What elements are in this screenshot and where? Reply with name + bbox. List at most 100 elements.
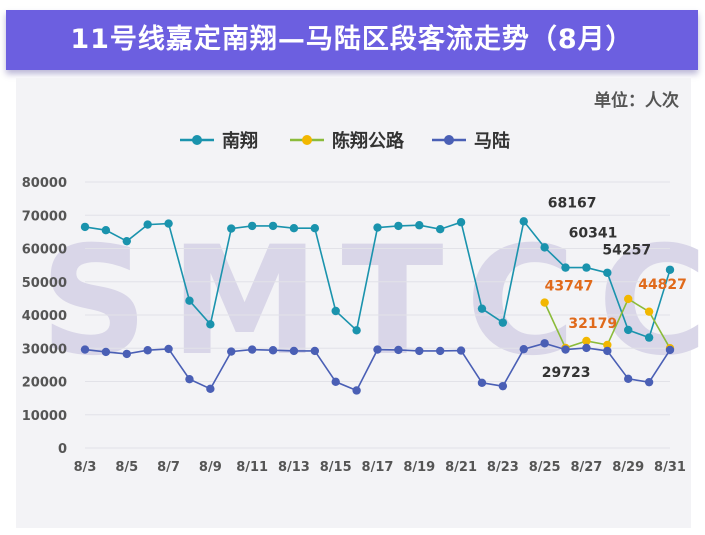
data-point [373,223,382,232]
data-point [665,265,675,274]
data-point [247,221,257,231]
data-point [498,381,508,391]
data-point [582,343,591,353]
x-tick-label: 8/29 [612,460,644,475]
data-point [122,349,131,359]
data-point [289,346,299,356]
data-point [644,333,654,342]
data-point [540,298,549,307]
title-bar: 11号线嘉定南翔—马陆区段客流走势（8月） [6,10,698,70]
data-point [227,347,236,356]
data-point [435,346,445,356]
legend-swatch-marker [192,135,202,145]
x-tick-label: 8/9 [199,460,222,475]
data-point [519,344,528,354]
data-point [143,346,152,355]
data-point [561,263,570,272]
x-tick-label: 8/19 [403,460,435,475]
x-tick-label: 8/27 [570,460,602,475]
x-tick-label: 8/15 [320,460,352,475]
legend-swatch-marker [444,135,454,145]
legend-label: 陈翔公路 [332,130,405,152]
y-tick-label: 0 [58,442,67,457]
x-tick-label: 8/11 [236,460,268,475]
data-point [456,218,466,227]
data-point [603,346,612,356]
data-point [582,263,591,272]
x-tick-label: 8/21 [445,460,477,475]
data-label: 44827 [638,277,687,293]
data-point [415,221,424,230]
data-point [352,386,361,395]
data-point [268,346,278,355]
data-point [101,226,111,235]
data-label: 60341 [569,225,618,241]
data-label: 32179 [568,316,617,332]
x-tick-label: 8/13 [278,460,310,475]
data-point [644,307,654,316]
data-point [310,346,320,356]
data-point [624,374,633,384]
y-tick-label: 20000 [22,376,67,391]
page-title: 11号线嘉定南翔—马陆区段客流走势（8月） [70,24,634,55]
x-tick-label: 8/5 [115,460,138,475]
data-point [603,268,612,277]
data-point [373,345,382,354]
x-tick-label: 8/7 [157,460,180,475]
data-point [498,318,508,327]
data-point [331,306,340,316]
legend-swatch-marker [302,135,312,145]
data-point [540,339,549,348]
x-tick-label: 8/31 [654,460,686,475]
data-point [247,345,257,354]
data-point [394,221,403,231]
data-point [352,326,361,335]
data-point [80,345,90,354]
data-point [519,217,528,226]
data-point [561,345,570,354]
data-point [477,304,487,313]
data-point [185,296,194,305]
unit-label: 单位：人次 [594,91,679,111]
y-tick-label: 70000 [22,209,67,224]
y-tick-label: 80000 [22,176,67,191]
data-point [624,325,633,335]
data-point [644,377,654,387]
y-tick-label: 10000 [22,409,67,424]
x-tick-label: 8/3 [74,460,97,475]
data-point [477,378,487,388]
data-point [164,344,173,354]
data-point [665,345,675,355]
chart-panel [16,78,691,528]
data-point [624,294,633,304]
data-label: 43747 [545,279,594,295]
data-point [268,221,278,231]
data-label: 68167 [548,195,597,211]
legend-label: 马陆 [474,130,510,152]
data-point [122,236,131,246]
data-point [582,336,591,346]
data-point [540,243,549,252]
x-tick-label: 8/17 [362,460,394,475]
data-point [143,220,152,229]
data-point [603,340,612,350]
data-point [80,222,90,232]
y-tick-label: 40000 [22,309,67,324]
data-point [435,225,445,234]
data-point [227,224,236,233]
data-point [206,384,215,394]
data-point [185,374,194,384]
x-tick-label: 8/25 [529,460,561,475]
data-label: 54257 [602,243,651,259]
data-point [310,224,320,233]
data-label: 29723 [542,365,591,381]
data-point [456,346,466,355]
y-tick-label: 30000 [22,342,67,357]
data-point [394,345,403,355]
legend-label: 南翔 [222,130,258,152]
data-point [331,377,340,387]
data-point [206,320,215,329]
data-point [415,346,424,356]
data-point [101,347,111,357]
